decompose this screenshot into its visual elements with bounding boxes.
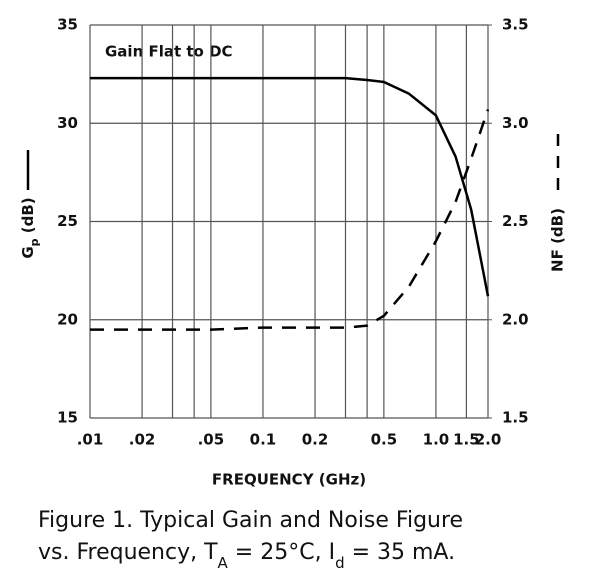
y2-tick-label: 1.5 xyxy=(502,409,529,427)
caption-line1: Figure 1. Typical Gain and Noise Figure xyxy=(38,508,463,533)
x-tick-label: .02 xyxy=(129,431,156,449)
caption-line2: vs. Frequency, TA = 25°C, Id = 35 mA. xyxy=(38,540,455,572)
y-tick-label: 30 xyxy=(57,114,78,132)
x-tick-label: .01 xyxy=(77,431,104,449)
x-tick-label: 0.1 xyxy=(250,431,277,449)
annotation: Gain Flat to DC xyxy=(105,43,233,61)
x-tick-label: 0.2 xyxy=(302,431,329,449)
x-tick-label: .05 xyxy=(198,431,225,449)
y-tick-label: 25 xyxy=(57,212,78,230)
series-line xyxy=(90,109,490,331)
y2-axis-label: NF (dB) xyxy=(549,208,567,272)
y2-tick-label: 2.5 xyxy=(502,212,529,230)
x-tick-label: 0.5 xyxy=(371,431,398,449)
x-tick-label: 1.5 xyxy=(453,431,480,449)
series-line xyxy=(90,76,490,297)
y2-tick-label: 2.0 xyxy=(502,310,529,328)
y-tick-label: 20 xyxy=(57,310,78,328)
y-tick-label: 35 xyxy=(57,16,78,34)
y2-tick-label: 3.0 xyxy=(502,114,529,132)
x-axis-label: FREQUENCY (GHz) xyxy=(212,471,366,489)
x-tick-label: 2.0 xyxy=(475,431,502,449)
y-tick-label: 15 xyxy=(57,409,78,427)
y2-tick-label: 3.5 xyxy=(502,16,529,34)
x-tick-label: 1.0 xyxy=(423,431,450,449)
y-axis-label: Gp (dB) xyxy=(19,197,41,258)
